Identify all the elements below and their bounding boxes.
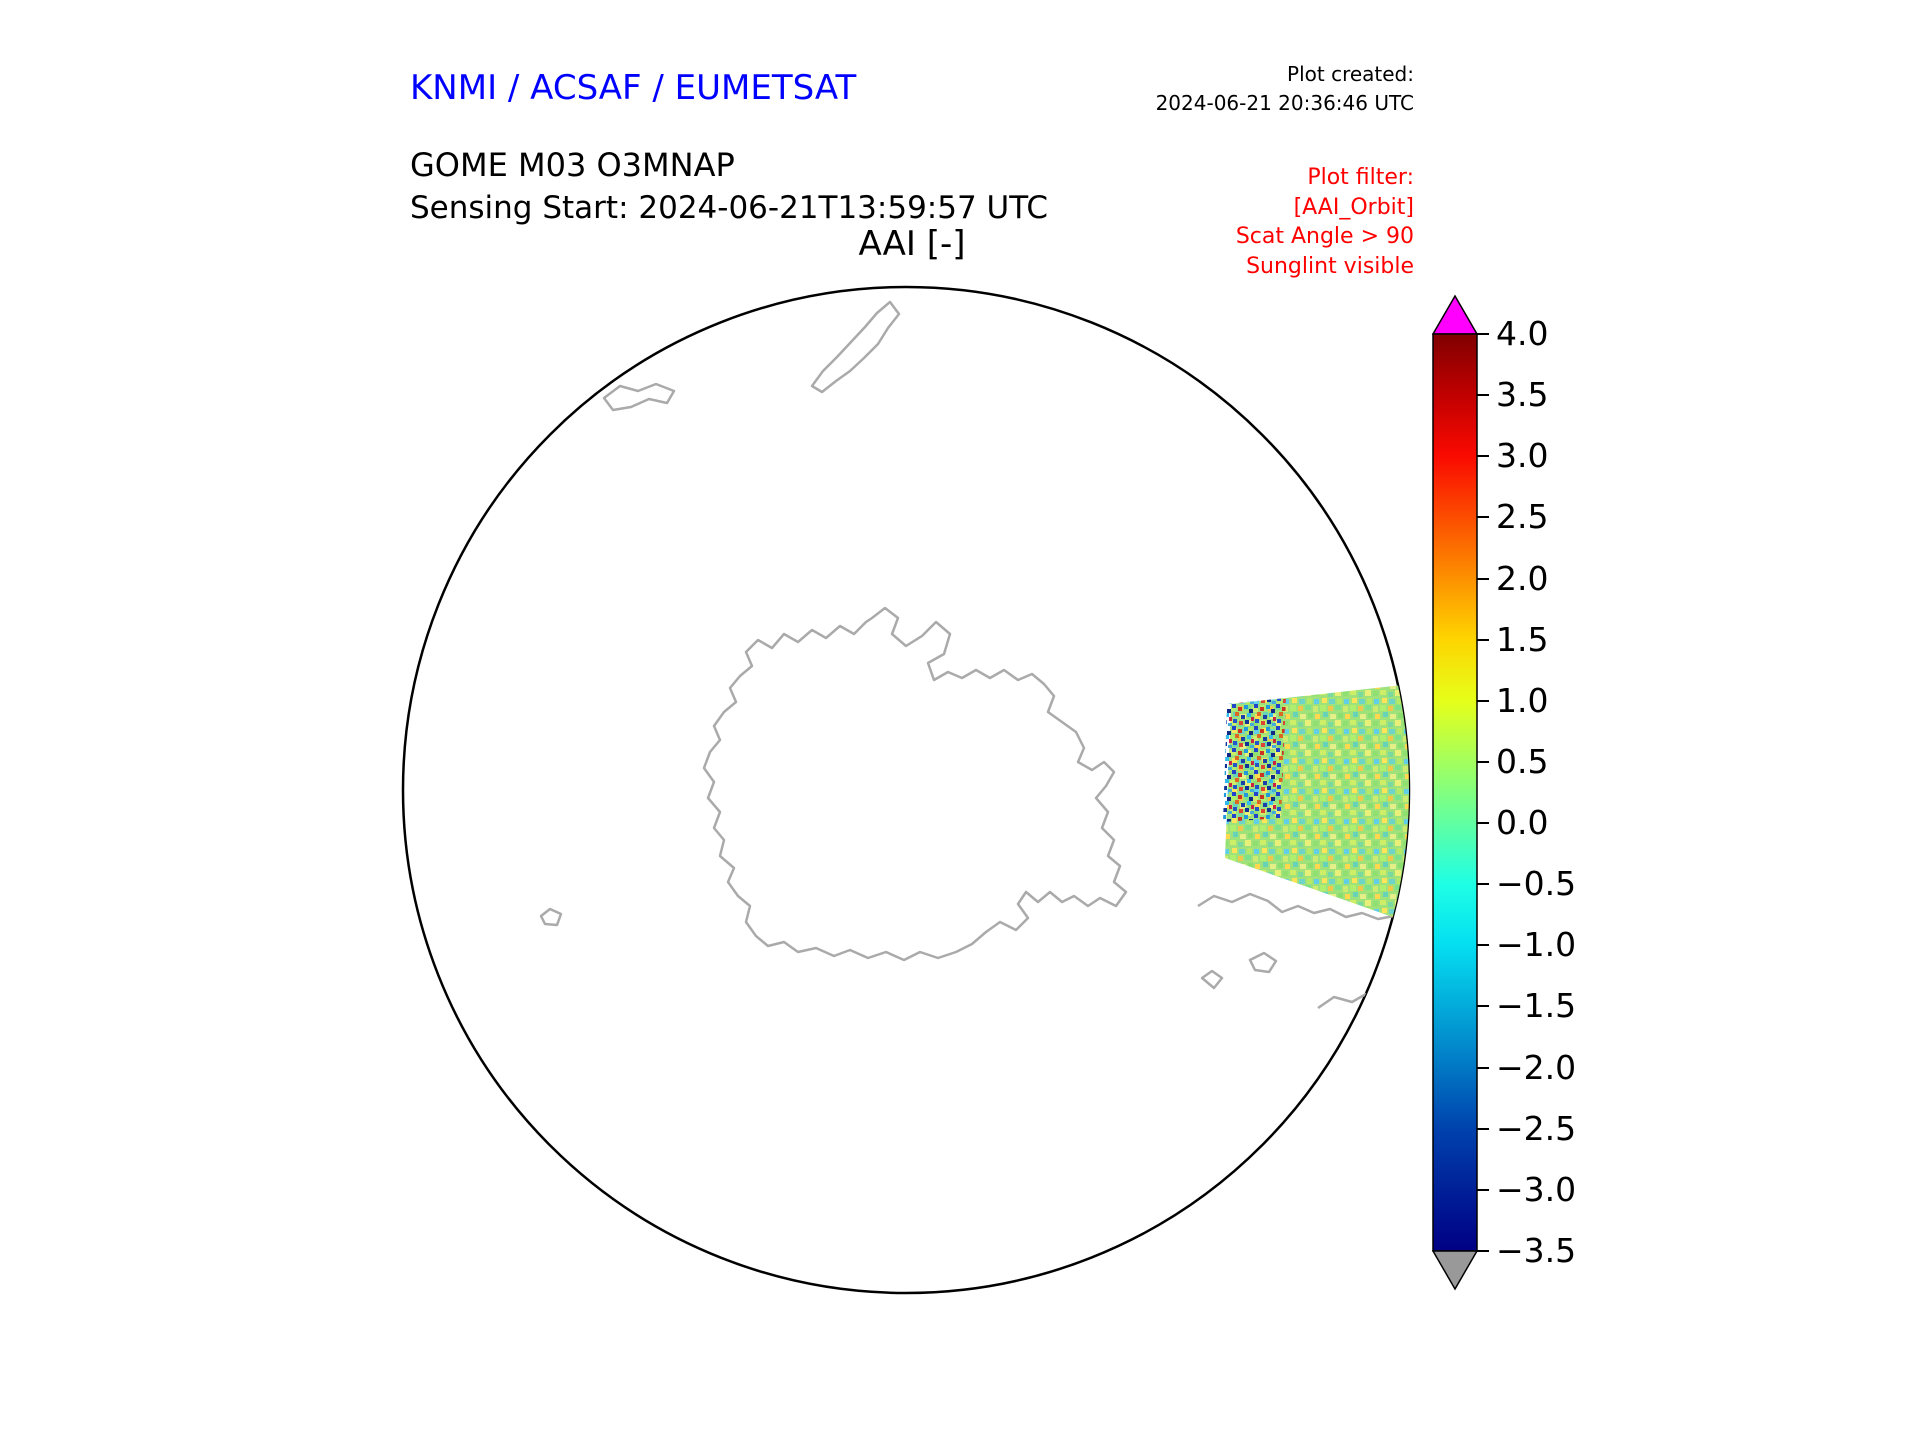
plot-created-label: Plot created: <box>1287 62 1414 86</box>
south-america-coastline <box>1197 892 1409 924</box>
colorbar-tick-label: −2.5 <box>1496 1109 1577 1148</box>
plot-title: AAI [-] <box>858 224 966 264</box>
colorbar-tick-label: −2.0 <box>1496 1048 1577 1087</box>
aai-swath-edge-noise <box>1223 698 1286 822</box>
plot-filter-line: Scat Angle > 90 <box>1235 224 1414 250</box>
product-title: GOME M03 O3MNAP <box>410 146 735 184</box>
colorbar-ticks <box>1477 333 1489 1252</box>
colorbar-tick-label: 1.5 <box>1496 620 1549 659</box>
colorbar-tick-label: 0.0 <box>1496 803 1549 842</box>
colorbar-under-arrow <box>1432 1250 1479 1291</box>
colorbar <box>1432 294 1489 1291</box>
colorbar-tick-label: −1.0 <box>1496 925 1577 964</box>
plot-filter-line: Plot filter: <box>1307 165 1414 190</box>
new-zealand-coastline <box>602 300 901 412</box>
colorbar-tick-label: 2.0 <box>1496 559 1549 598</box>
colorbar-tick-label: 3.0 <box>1496 436 1549 475</box>
plot-created-block: Plot created: 2024-06-21 20:36:46 UTC <box>1156 60 1414 118</box>
colorbar-tick-label: 1.0 <box>1496 681 1549 720</box>
antarctica-coastline <box>702 606 1128 962</box>
plot-filter-note: Plot filter: [AAI_Orbit] Scat Angle > 90… <box>1236 163 1414 282</box>
colorbar-tick-label: −3.0 <box>1496 1170 1577 1209</box>
plot-filter-line: Sunglint visible <box>1246 254 1414 280</box>
colorbar-tick-label: 3.5 <box>1496 375 1549 414</box>
plot-filter-line: [AAI_Orbit] <box>1293 194 1414 220</box>
colorbar-tick-label: −1.5 <box>1496 986 1577 1025</box>
colorbar-over-arrow <box>1432 294 1479 335</box>
south-america-coastline <box>1317 992 1409 1093</box>
colorbar-tick-label: −0.5 <box>1496 864 1577 903</box>
island-coastline <box>1200 969 1224 990</box>
colorbar-tick-label: 4.0 <box>1496 314 1549 353</box>
colorbar-gradient <box>1432 333 1478 1252</box>
colorbar-tick-label: −3.5 <box>1496 1231 1577 1270</box>
colorbar-tick-label: 2.5 <box>1496 497 1549 536</box>
sensing-start-label: Sensing Start: 2024-06-21T13:59:57 UTC <box>410 190 1048 226</box>
colorbar-tick-label: 0.5 <box>1496 742 1549 781</box>
small-island-coastline <box>539 907 563 927</box>
plot-created-timestamp: 2024-06-21 20:36:46 UTC <box>1155 91 1414 115</box>
island-coastline <box>1248 951 1278 974</box>
agency-title: KNMI / ACSAF / EUMETSAT <box>410 68 857 108</box>
